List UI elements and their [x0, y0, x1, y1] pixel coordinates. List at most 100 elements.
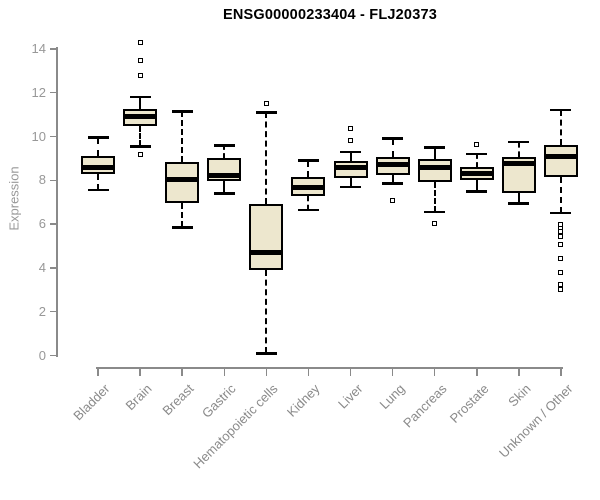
- x-axis-tick: [433, 368, 436, 376]
- x-axis-tick: [349, 368, 352, 376]
- skin-upper-whisker: [517, 141, 520, 158]
- kidney-upper-whisker-cap: [297, 159, 319, 162]
- pancreas-upper-whisker: [433, 147, 436, 160]
- y-axis-tick: [49, 267, 56, 269]
- gastric-upper-whisker: [223, 145, 226, 159]
- hematopoietic-cells-upper-whisker-cap: [255, 111, 277, 114]
- breast-median: [165, 176, 200, 182]
- brain-outlier: [137, 39, 143, 45]
- x-axis-tick: [307, 368, 310, 376]
- pancreas-box: [417, 159, 452, 183]
- hematopoietic-cells-lower-whisker: [265, 270, 268, 354]
- kidney-lower-whisker: [307, 195, 310, 210]
- breast-upper-whisker-cap: [171, 110, 193, 113]
- lung-upper-whisker: [391, 138, 394, 158]
- x-axis-tick: [139, 368, 141, 376]
- y-tick-label-8: 8: [38, 172, 46, 188]
- x-axis-tick: [391, 368, 394, 376]
- y-tick-label-0: 0: [38, 347, 46, 363]
- x-axis-tick: [223, 368, 226, 376]
- x-axis-tick: [476, 368, 478, 376]
- pancreas-median: [417, 164, 452, 170]
- unknown-other-outlier: [558, 233, 564, 239]
- bladder-median: [81, 164, 115, 170]
- y-axis-line: [56, 47, 58, 357]
- bladder-lower-whisker: [97, 173, 99, 191]
- y-tick-label-12: 12: [31, 84, 46, 100]
- bladder-lower-whisker-cap: [87, 188, 109, 192]
- unknown-other-upper-whisker-cap: [550, 108, 572, 112]
- unknown-other-upper-whisker: [559, 110, 562, 146]
- liver-lower-whisker: [349, 178, 352, 187]
- pancreas-upper-whisker-cap: [424, 146, 446, 149]
- prostate-lower-whisker: [475, 180, 478, 192]
- x-axis-tick: [265, 368, 268, 376]
- gastric-median: [207, 173, 242, 179]
- x-axis-tick: [181, 368, 183, 376]
- skin-lower-whisker: [517, 193, 520, 204]
- x-tick-label-unknown-other: Unknown / Other: [496, 381, 576, 461]
- brain-lower-whisker: [139, 125, 142, 147]
- lung-lower-whisker: [391, 174, 394, 184]
- liver-upper-whisker-cap: [340, 150, 362, 154]
- x-axis-tick: [560, 368, 562, 376]
- y-axis-tick: [49, 135, 56, 138]
- gastric-lower-whisker-cap: [213, 192, 235, 195]
- brain-lower-whisker-cap: [129, 145, 151, 148]
- y-tick-label-14: 14: [31, 40, 46, 56]
- brain-outlier: [137, 58, 143, 64]
- prostate-outlier: [474, 141, 480, 147]
- pancreas-lower-whisker: [433, 182, 436, 213]
- x-axis-line: [96, 367, 563, 369]
- unknown-other-median: [543, 153, 578, 159]
- y-tick-label-2: 2: [38, 303, 46, 319]
- y-axis-tick: [49, 310, 56, 313]
- liver-outlier: [348, 126, 354, 132]
- gastric-lower-whisker: [223, 181, 226, 194]
- unknown-other-lower-whisker-cap: [550, 211, 572, 215]
- lung-median: [375, 162, 410, 168]
- breast-box: [165, 161, 200, 204]
- unknown-other-outlier: [558, 255, 564, 261]
- hematopoietic-cells-box: [249, 204, 284, 271]
- unknown-other-box: [543, 145, 578, 177]
- y-axis-tick: [49, 48, 56, 50]
- y-tick-label-6: 6: [38, 216, 46, 232]
- skin-lower-whisker-cap: [508, 202, 530, 205]
- brain-outlier: [137, 151, 143, 157]
- y-axis-tick: [49, 354, 56, 357]
- bladder-upper-whisker-cap: [87, 136, 109, 139]
- x-axis-tick: [518, 368, 520, 376]
- pancreas-lower-whisker-cap: [424, 210, 446, 214]
- y-axis-tick: [49, 91, 56, 94]
- unknown-other-outlier: [558, 287, 564, 293]
- x-axis-tick: [97, 368, 99, 376]
- hematopoietic-cells-median: [249, 250, 284, 256]
- hematopoietic-cells-upper-whisker: [265, 112, 268, 205]
- kidney-upper-whisker: [307, 160, 310, 177]
- kidney-lower-whisker-cap: [297, 208, 319, 212]
- lung-lower-whisker-cap: [382, 182, 404, 185]
- brain-median: [123, 114, 158, 120]
- y-tick-label-10: 10: [31, 128, 46, 144]
- unknown-other-lower-whisker: [559, 177, 562, 214]
- chart-title: ENSG00000233404 - FLJ20373: [223, 7, 437, 23]
- y-axis-tick: [49, 223, 56, 225]
- lung-outlier: [390, 197, 396, 203]
- kidney-median: [291, 185, 326, 191]
- prostate-upper-whisker-cap: [466, 152, 488, 156]
- prostate-upper-whisker: [475, 154, 478, 168]
- y-axis-tick: [49, 179, 56, 182]
- bladder-upper-whisker: [97, 137, 99, 157]
- gastric-upper-whisker-cap: [213, 144, 235, 147]
- pancreas-outlier: [432, 220, 438, 226]
- breast-lower-whisker-cap: [171, 226, 193, 229]
- brain-upper-whisker: [139, 97, 142, 110]
- brain-outlier: [137, 72, 143, 78]
- hematopoietic-cells-outlier: [263, 101, 269, 107]
- hematopoietic-cells-lower-whisker-cap: [255, 352, 277, 355]
- lung-upper-whisker-cap: [382, 137, 404, 140]
- liver-lower-whisker-cap: [340, 185, 362, 189]
